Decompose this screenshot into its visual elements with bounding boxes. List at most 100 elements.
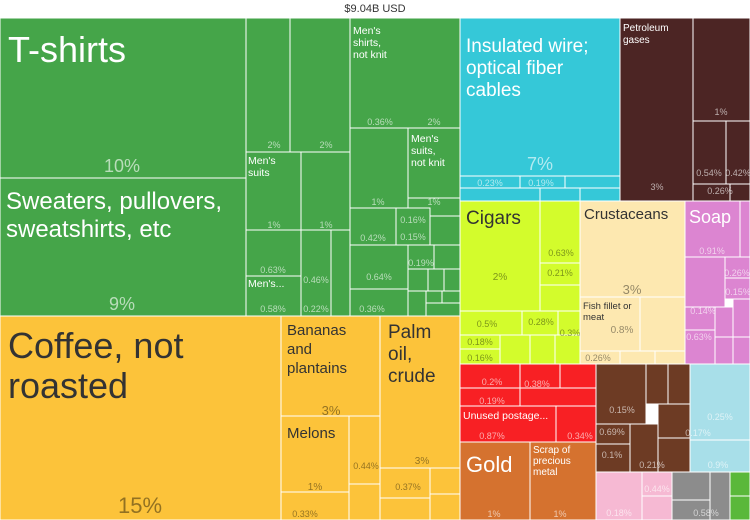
pct-small: 0.15% xyxy=(400,232,426,242)
tile-cream-a[interactable] xyxy=(639,296,686,352)
treemap-chart: T-shirts 10% Sweaters, pullovers, sweats… xyxy=(0,18,750,520)
tile-green-u[interactable] xyxy=(441,290,461,304)
label-mens-shirts-2: shirts, xyxy=(353,37,381,49)
tile-orange-a[interactable] xyxy=(348,415,381,485)
pct-small: 0.63% xyxy=(260,265,286,275)
pct-palm: 3% xyxy=(415,456,430,467)
pct-small: 0.1% xyxy=(602,450,623,460)
tile-cream-d[interactable] xyxy=(654,350,686,365)
pct-small: 0.19% xyxy=(408,258,434,268)
tile-brightgreen-b[interactable] xyxy=(729,495,750,520)
pct-small: 0.16% xyxy=(467,353,493,363)
tile-green-b[interactable] xyxy=(289,18,351,153)
label-mens-suits-nk-1: Men's xyxy=(411,133,439,145)
tile-darkred-a[interactable] xyxy=(692,18,750,122)
tile-sweaters[interactable] xyxy=(0,177,247,317)
label-mens-suits-nk-3: not knit xyxy=(411,157,445,169)
tile-green-t[interactable] xyxy=(425,290,443,304)
pct-unused: 0.87% xyxy=(479,431,505,441)
tile-tshirts[interactable] xyxy=(0,18,247,179)
tile-green-v[interactable] xyxy=(425,302,461,317)
tile-green-o[interactable] xyxy=(433,244,461,270)
tile-pink-j[interactable] xyxy=(732,336,750,365)
tile-green-r[interactable] xyxy=(443,268,461,292)
tile-choc-c[interactable] xyxy=(667,363,691,405)
label-sweaters-1: Sweaters, pullovers, xyxy=(6,188,222,215)
tile-darkred-b[interactable] xyxy=(692,120,727,185)
tile-pink-f[interactable] xyxy=(684,329,716,365)
tile-pink-a[interactable] xyxy=(739,200,750,258)
tile-green-c[interactable] xyxy=(300,151,351,231)
tile-darkred-e[interactable] xyxy=(729,183,750,202)
tile-cream-c[interactable] xyxy=(619,350,656,365)
tile-orange-b[interactable] xyxy=(280,491,350,520)
tile-lime-c[interactable] xyxy=(539,284,581,312)
tile-cyan-e[interactable] xyxy=(539,187,581,202)
tile-cigars[interactable] xyxy=(459,200,541,312)
label-bananas-3: plantains xyxy=(287,360,347,377)
tile-choc-b[interactable] xyxy=(645,363,669,405)
tile-lightpink-c[interactable] xyxy=(641,495,673,520)
tile-lime-k[interactable] xyxy=(554,334,581,365)
tile-red-a[interactable] xyxy=(459,363,521,389)
tile-pink-h[interactable] xyxy=(732,298,750,338)
tile-green-p[interactable] xyxy=(407,268,429,292)
tile-green-s[interactable] xyxy=(407,290,427,317)
label-mens-suits-2: suits xyxy=(248,167,270,179)
tile-darkred-c[interactable] xyxy=(725,120,750,185)
pct-cigars: 2% xyxy=(493,272,508,283)
tile-green-m[interactable] xyxy=(349,288,409,317)
tile-orange-f[interactable] xyxy=(429,467,461,495)
tile-green-g[interactable] xyxy=(395,207,431,246)
pct-small: 0.25% xyxy=(707,412,733,422)
label-insulated-1: Insulated wire; xyxy=(466,36,589,57)
tile-cyan-f[interactable] xyxy=(579,187,621,202)
tile-bananas[interactable] xyxy=(280,315,381,417)
tile-palm-oil[interactable] xyxy=(379,315,461,469)
tile-orange-e[interactable] xyxy=(379,497,431,520)
tile-red-b[interactable] xyxy=(519,363,561,389)
tile-crustaceans[interactable] xyxy=(579,200,686,298)
tile-green-a[interactable] xyxy=(245,18,291,153)
label-petroleum-2: gases xyxy=(623,35,650,46)
tile-lime-i[interactable] xyxy=(499,334,531,365)
pct-small: 0.64% xyxy=(366,272,392,282)
tile-red-c[interactable] xyxy=(559,363,597,389)
tile-mens-suits-a[interactable] xyxy=(245,151,302,231)
tile-green-q[interactable] xyxy=(427,268,445,292)
tile-pink-b[interactable] xyxy=(684,256,726,308)
pct-small: 0.44% xyxy=(353,461,379,471)
tile-mens-x[interactable] xyxy=(245,275,302,317)
pct-small: 0.22% xyxy=(303,304,329,314)
tile-red-e[interactable] xyxy=(519,387,597,407)
tile-pink-i[interactable] xyxy=(714,336,734,365)
tile-gray-a[interactable] xyxy=(671,471,711,501)
tile-choc-f[interactable] xyxy=(629,423,659,473)
tile-coffee[interactable] xyxy=(0,315,282,520)
pct-small: 2% xyxy=(267,140,280,150)
label-scrap-2: precious xyxy=(533,456,571,467)
tile-petroleum-gases[interactable] xyxy=(619,18,694,202)
tile-cyan-c[interactable] xyxy=(564,175,621,189)
pct-small: 0.17% xyxy=(685,428,711,438)
pct-tshirts: 10% xyxy=(104,156,140,176)
tile-insulated-wire[interactable] xyxy=(459,18,621,177)
tile-brightgreen-a[interactable] xyxy=(729,471,750,497)
tile-lightblue-b[interactable] xyxy=(689,439,750,473)
tile-pink-g[interactable] xyxy=(714,306,734,338)
tile-choc-h[interactable] xyxy=(657,437,691,473)
tile-cyan-d[interactable] xyxy=(459,187,541,202)
tile-green-k[interactable] xyxy=(330,229,351,317)
tile-green-f[interactable] xyxy=(349,207,397,246)
label-unused-postage: Unused postage... xyxy=(463,410,548,422)
tile-choc-a[interactable] xyxy=(595,363,647,425)
tile-green-h[interactable] xyxy=(429,215,461,246)
pct-small: 0.44% xyxy=(644,484,670,494)
tile-orange-c[interactable] xyxy=(348,483,381,520)
tile-lime-j[interactable] xyxy=(529,334,556,365)
pct-sweaters: 9% xyxy=(109,294,135,314)
tile-green-i[interactable] xyxy=(245,229,302,277)
tile-green-d[interactable] xyxy=(349,127,409,209)
tile-green-l[interactable] xyxy=(349,244,409,290)
tile-orange-g[interactable] xyxy=(429,493,461,520)
